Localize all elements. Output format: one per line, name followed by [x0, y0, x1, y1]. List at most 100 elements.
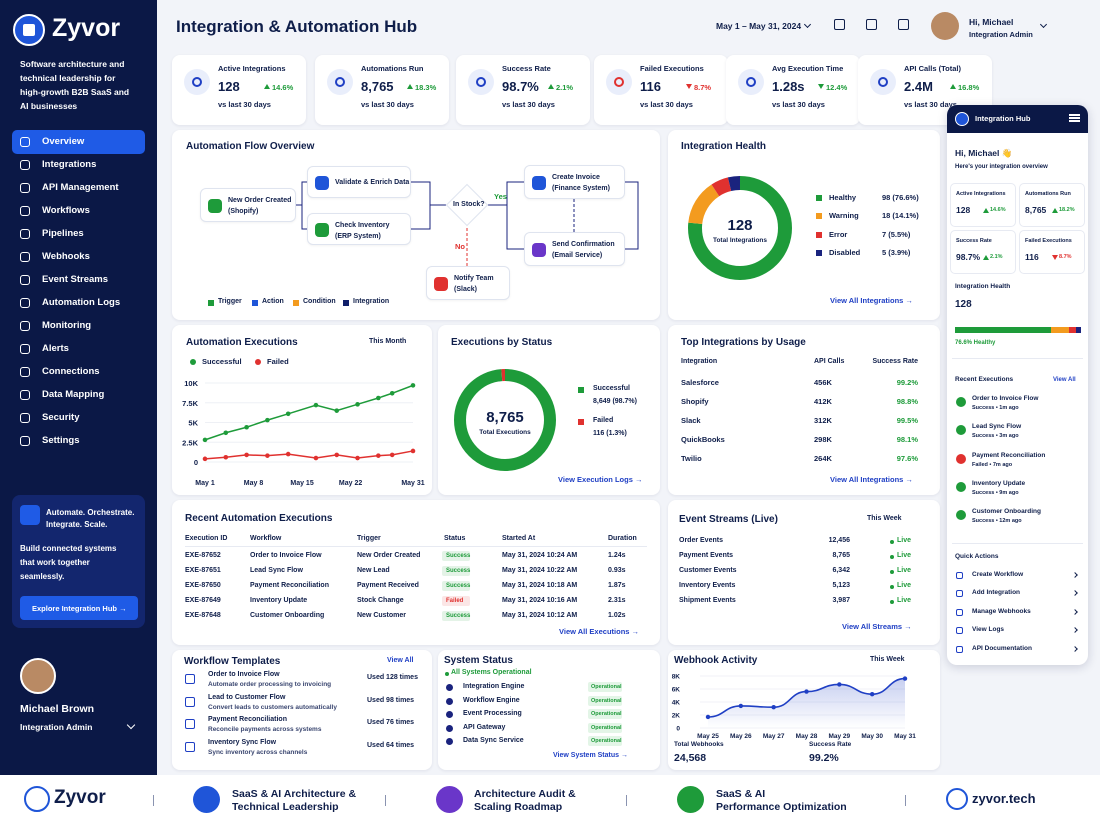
line-point — [244, 424, 249, 430]
kpi-icon-glyph — [192, 77, 202, 87]
action-label[interactable]: Add Integration — [972, 589, 1021, 597]
trend-arrow-shape — [818, 84, 824, 89]
nav-item[interactable]: Workflows — [12, 199, 145, 223]
nav-item[interactable]: Connections — [12, 360, 145, 384]
period-select[interactable]: This Week — [870, 656, 905, 663]
template-icon — [185, 696, 195, 707]
table-cell: May 31, 2024 10:12 AM — [502, 612, 578, 619]
area-point — [869, 692, 875, 697]
card-link[interactable]: View All Executions → — [559, 627, 640, 636]
nav-item[interactable]: Pipelines — [12, 222, 145, 246]
system-name: API Gateway — [463, 723, 506, 731]
template-used: Used 64 times — [367, 741, 415, 749]
nav-item[interactable]: Alerts — [12, 337, 145, 361]
nav-icon — [20, 275, 30, 285]
mobile-kpi-change: 18.2% — [1059, 207, 1075, 213]
nav-icon — [20, 137, 30, 147]
y-tick-label: 2.5K — [182, 438, 198, 447]
kpi-value: 128 — [218, 79, 240, 94]
card-link[interactable]: View All Integrations → — [830, 296, 913, 305]
nav-item[interactable]: Automation Logs — [12, 291, 145, 315]
nav-item[interactable]: Settings — [12, 429, 145, 453]
nav-item[interactable]: API Management — [12, 176, 145, 200]
status-text: Failed — [446, 597, 464, 604]
mobile-link[interactable]: View All — [1053, 377, 1076, 383]
header-icon[interactable] — [866, 19, 877, 30]
nav-label: Alerts — [42, 343, 69, 354]
nav-label: Event Streams — [42, 274, 109, 285]
card-link[interactable]: View All — [387, 657, 414, 664]
period-select[interactable]: This Week — [867, 515, 902, 522]
table-cell: Salesforce — [681, 378, 719, 387]
flow-node-label: Create Invoice — [552, 174, 600, 181]
nav-item[interactable]: Webhooks — [12, 245, 145, 269]
footer-separator — [905, 795, 906, 806]
table-cell: QuickBooks — [681, 435, 725, 444]
table-cell: May 31, 2024 10:16 AM — [502, 597, 578, 604]
stream-status: Live — [897, 552, 912, 559]
header-icon[interactable] — [834, 19, 845, 30]
card-link[interactable]: View All Integrations → — [830, 475, 913, 484]
kpi-icon-glyph — [878, 77, 888, 87]
icon — [446, 711, 453, 718]
card-title: Automation Flow Overview — [186, 141, 315, 152]
y-tick-label: 2K — [672, 713, 681, 720]
table-cell: Payment Received — [357, 582, 419, 589]
x-tick-label: May 1 — [195, 480, 215, 487]
card-link[interactable]: View Execution Logs → — [558, 475, 643, 484]
period-select[interactable]: This Month — [369, 338, 407, 345]
action-label[interactable]: Manage Webhooks — [972, 607, 1031, 615]
connector — [296, 181, 307, 206]
top-integrations-card: Top Integrations by Usage Integration API … — [668, 325, 940, 495]
nav-item[interactable]: Security — [12, 406, 145, 430]
legend-label: Condition — [303, 298, 336, 305]
table-divider — [185, 546, 647, 547]
icon — [20, 505, 40, 525]
action-label[interactable]: API Documentation — [972, 644, 1032, 652]
card-title: Event Streams (Live) — [679, 514, 778, 525]
recent-sub: Success • 1m ago — [972, 405, 1019, 411]
action-chevron — [1072, 645, 1078, 652]
table-cell: EXE-87649 — [185, 597, 221, 604]
card-title: Workflow Templates — [184, 656, 281, 667]
footer-site[interactable]: zyvor.tech — [972, 791, 1036, 806]
icon — [446, 684, 453, 691]
line-point — [334, 408, 340, 413]
table-cell: New Order Created — [357, 552, 421, 559]
header-icon[interactable] — [898, 19, 909, 30]
trend-arrow-shape — [1052, 255, 1058, 260]
nav-item[interactable]: Overview — [12, 130, 145, 154]
action-label[interactable]: View Logs — [972, 626, 1005, 634]
health-bar-segment — [955, 327, 1052, 333]
flow-node-label: Check Inventory — [335, 222, 390, 229]
line-point — [202, 456, 208, 462]
promo-button[interactable]: Explore Integration Hub → — [20, 596, 138, 620]
nav-item[interactable]: Integrations — [12, 153, 145, 177]
nav-item[interactable]: Data Mapping — [12, 383, 145, 407]
table-cell: Lead Sync Flow — [250, 567, 303, 574]
legend-label: Warning — [829, 211, 859, 221]
table-header: Started At — [502, 535, 536, 542]
kpi-change: 2.1% — [556, 83, 574, 92]
nav-label: Automation Logs — [42, 297, 121, 308]
card-title: Integration Health — [681, 141, 767, 152]
legend-value: 8,649 (98.7%) — [593, 398, 637, 405]
flow-node: Create Invoice (Finance System) — [524, 165, 625, 199]
mobile-panel: Integration Hub Hi, Michael 👋 Here's your … — [947, 105, 1088, 665]
footer-separator — [385, 795, 386, 806]
icon — [434, 277, 448, 291]
legend-swatch — [578, 387, 584, 393]
card-link[interactable]: View All Streams → — [842, 622, 912, 631]
mobile-kpi-value: 8,765 — [1025, 205, 1047, 215]
date-range[interactable]: May 1 – May 31, 2024 — [716, 21, 802, 31]
nav-item[interactable]: Event Streams — [12, 268, 145, 292]
user-chevron[interactable] — [126, 720, 136, 730]
nav-item[interactable]: Monitoring — [12, 314, 145, 338]
status-text: Success — [446, 567, 471, 574]
mobile-section-title: Recent Executions — [955, 376, 1014, 383]
recent-sub: Success • 9m ago — [972, 489, 1019, 496]
promo-button-label: Explore Integration Hub → — [32, 604, 127, 613]
action-label[interactable]: Create Workflow — [972, 571, 1024, 578]
mobile-kpi: Automations Run 8,765 18.2% — [1019, 183, 1085, 227]
card-link[interactable]: View System Status → — [553, 752, 628, 759]
